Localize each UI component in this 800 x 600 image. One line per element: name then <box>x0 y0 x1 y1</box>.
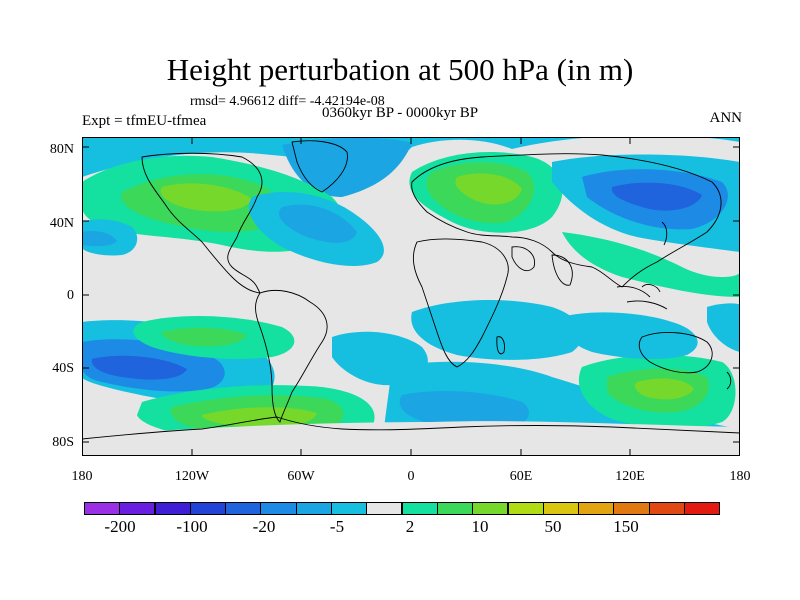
colorbar-swatch <box>684 502 721 515</box>
colorbar-swatch <box>225 502 262 515</box>
colorbar-swatch <box>472 502 509 515</box>
lat-tick-0: 0 <box>67 288 74 303</box>
colorbar-swatch <box>154 502 191 515</box>
colorbar-label: 50 <box>544 517 562 536</box>
lon-tick-180w: 180 <box>71 469 93 484</box>
colorbar-label: -100 <box>176 517 208 536</box>
lon-tick-120e: 120E <box>615 469 645 484</box>
axis-ticks <box>82 137 740 456</box>
colorbar-swatch <box>401 502 438 515</box>
colorbar-swatch <box>331 502 368 515</box>
coastlines <box>82 140 740 440</box>
colorbar-label: 2 <box>405 517 415 536</box>
lat-tick-80s: 80S <box>52 435 74 450</box>
colorbar-swatch <box>542 502 579 515</box>
height-field <box>82 137 740 456</box>
lat-tick-40n: 40N <box>49 216 74 231</box>
colorbar-swatch <box>119 502 156 515</box>
lon-tick-0: 0 <box>407 469 415 484</box>
colorbar-swatch <box>366 502 403 515</box>
map-panel <box>82 137 740 456</box>
lon-tick-180e: 180 <box>729 469 751 484</box>
colorbar-label: -20 <box>252 517 276 536</box>
season-label: ANN <box>709 110 743 126</box>
colorbar-swatch <box>578 502 615 515</box>
colorbar-swatch <box>295 502 332 515</box>
map-title: Height perturbation at 500 hPa (in m) <box>166 52 634 87</box>
colorbar-swatch <box>189 502 226 515</box>
colorbar-swatch <box>613 502 650 515</box>
experiment-label: Expt = tfmEU-tfmea <box>82 113 207 129</box>
stats-line: rmsd= 4.96612 diff= -4.42194e-08 <box>190 94 385 109</box>
colorbar-swatch <box>260 502 297 515</box>
lon-tick-120w: 120W <box>174 469 210 484</box>
colorbar-label: 10 <box>471 517 489 536</box>
colorbar-swatch <box>648 502 685 515</box>
colorbar-swatch <box>436 502 474 515</box>
colorbar-label: 150 <box>613 517 639 536</box>
colorbar-label: -5 <box>329 517 345 536</box>
lat-tick-40s: 40S <box>52 361 74 376</box>
colorbar-swatch <box>84 502 121 515</box>
lon-tick-60w: 60W <box>287 469 315 484</box>
period-label: 0360kyr BP - 0000kyr BP <box>322 105 479 121</box>
lat-tick-80n: 80N <box>49 142 74 157</box>
colorbar-label: -200 <box>104 517 136 536</box>
colorbar-swatch <box>507 502 544 515</box>
lon-tick-60e: 60E <box>509 469 533 484</box>
colorbar <box>84 502 721 515</box>
